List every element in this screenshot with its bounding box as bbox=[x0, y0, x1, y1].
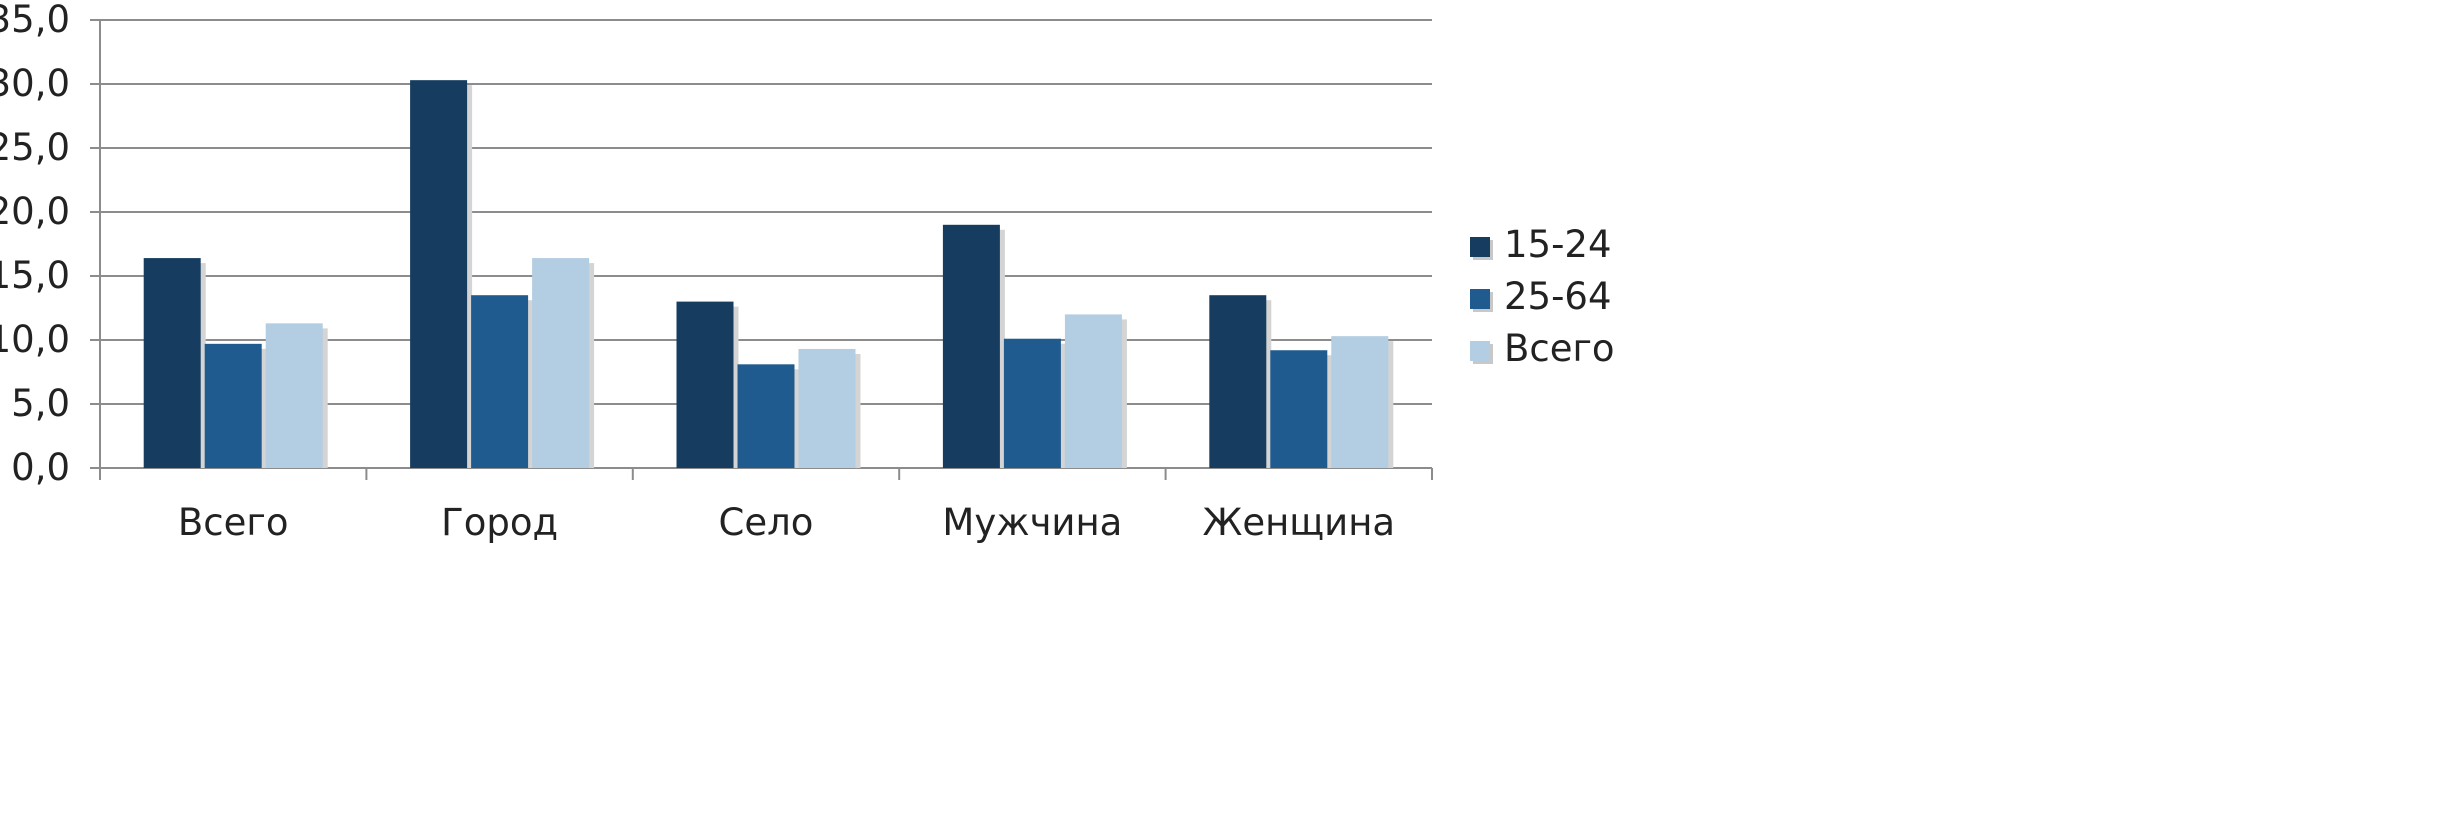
bar bbox=[1209, 295, 1267, 468]
bar bbox=[265, 323, 323, 468]
legend-label: 15-24 bbox=[1504, 223, 1612, 266]
bar bbox=[532, 258, 590, 468]
bar bbox=[471, 295, 529, 468]
y-tick-label: 15,0 bbox=[0, 254, 70, 297]
bar bbox=[1270, 350, 1328, 468]
x-category-label: Мужчина bbox=[942, 501, 1122, 544]
x-category-label: Всего bbox=[178, 501, 289, 544]
bar bbox=[942, 224, 1000, 468]
legend-label: Всего bbox=[1504, 327, 1615, 370]
y-tick-label: 10,0 bbox=[0, 318, 70, 361]
bar bbox=[1064, 314, 1122, 468]
x-category-label: Женщина bbox=[1203, 501, 1396, 544]
bar bbox=[204, 343, 262, 468]
legend-swatch bbox=[1470, 341, 1490, 361]
y-tick-label: 5,0 bbox=[11, 382, 70, 425]
bar bbox=[1331, 336, 1389, 468]
bar bbox=[737, 364, 795, 468]
x-category-label: Село bbox=[719, 501, 814, 544]
y-tick-label: 0,0 bbox=[11, 446, 70, 489]
bar bbox=[410, 80, 468, 468]
x-category-label: Город bbox=[441, 501, 558, 544]
legend: 15-24 25-64 Всего bbox=[1470, 223, 1615, 370]
y-axis: 0,0 5,0 10,0 15,0 20,0 25,0 30,0 35,0 bbox=[0, 0, 101, 489]
y-tick-label: 25,0 bbox=[0, 126, 70, 169]
bar bbox=[798, 348, 856, 468]
y-tick-label: 35,0 bbox=[0, 0, 70, 41]
bar bbox=[1003, 338, 1061, 468]
x-axis: Всего Город Село Мужчина Женщина bbox=[99, 468, 1433, 544]
legend-swatch bbox=[1470, 289, 1490, 309]
bar bbox=[676, 301, 734, 468]
bars bbox=[143, 80, 1394, 468]
legend-swatch bbox=[1470, 237, 1490, 257]
bar bbox=[143, 258, 201, 468]
y-tick-label: 20,0 bbox=[0, 190, 70, 233]
legend-label: 25-64 bbox=[1504, 275, 1612, 318]
y-tick-label: 30,0 bbox=[0, 62, 70, 105]
